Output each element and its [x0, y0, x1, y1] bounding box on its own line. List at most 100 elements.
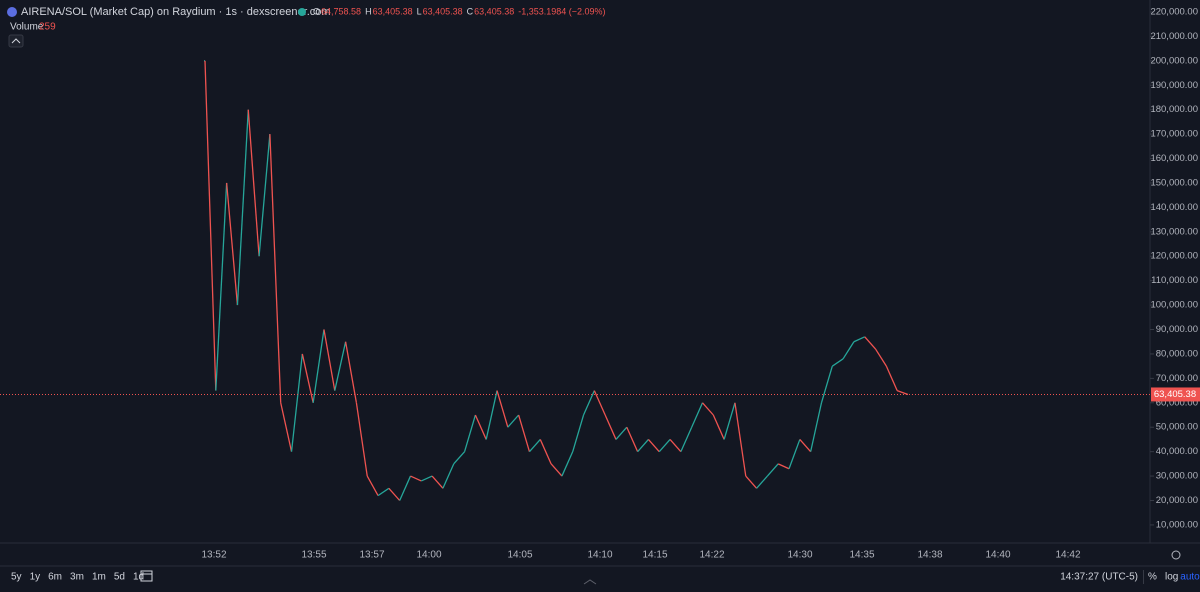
y-tick-label: 110,000.00: [1151, 275, 1198, 286]
range-button[interactable]: 1y: [30, 572, 41, 583]
x-tick-label: 13:57: [359, 550, 384, 561]
price-segment: [377, 487, 390, 497]
price-segment: [225, 182, 239, 306]
x-tick-label: 14:40: [985, 550, 1010, 561]
y-tick-label: 10,000.00: [1156, 519, 1198, 530]
price-segment: [582, 390, 595, 416]
settings-icon[interactable]: [1171, 550, 1181, 560]
price-segment: [453, 451, 466, 465]
price-segment: [723, 402, 736, 440]
price-segment: [312, 329, 325, 403]
x-tick-label: 13:55: [301, 550, 326, 561]
range-button[interactable]: 3m: [70, 572, 84, 583]
status-dot: [298, 8, 306, 16]
range-button[interactable]: 5d: [114, 572, 125, 583]
ohlc-key: L: [417, 6, 422, 16]
y-tick-label: 30,000.00: [1156, 471, 1198, 482]
collapse-button[interactable]: [8, 34, 24, 48]
x-tick-label: 14:10: [587, 550, 612, 561]
x-tick-label: 14:42: [1055, 550, 1080, 561]
y-tick-label: 130,000.00: [1150, 226, 1198, 237]
price-segment: [777, 463, 790, 470]
x-tick-label: 13:52: [201, 550, 226, 561]
price-segment: [669, 439, 682, 453]
price-segment: [485, 390, 498, 440]
price-segment: [799, 439, 812, 453]
collapse-icon: [11, 38, 21, 44]
price-segment: [236, 109, 249, 306]
price-segment: [204, 60, 217, 391]
price-segment: [280, 402, 293, 452]
price-segment: [269, 134, 282, 403]
price-segment: [680, 426, 693, 452]
x-tick-label: 14:22: [699, 550, 724, 561]
range-button[interactable]: 1m: [92, 572, 106, 583]
price-segment: [507, 414, 520, 428]
scale-option[interactable]: %: [1148, 572, 1157, 583]
x-tick-label: 14:38: [917, 550, 942, 561]
last-price-label: 63,405.38: [1154, 389, 1196, 400]
price-segment: [474, 414, 487, 440]
y-tick-label: 120,000.00: [1150, 251, 1198, 262]
price-segment: [247, 109, 260, 257]
price-segment: [431, 475, 444, 489]
price-segment: [572, 414, 585, 452]
handle: [583, 579, 597, 585]
price-segment: [626, 426, 639, 452]
price-segment: [334, 341, 347, 391]
range-button[interactable]: 1d: [133, 572, 144, 583]
price-segment: [496, 390, 509, 428]
volume-value: 259: [39, 22, 56, 33]
x-tick-label: 14:05: [507, 550, 532, 561]
ohlc-value: 63,405.38: [373, 6, 413, 16]
price-segment: [831, 358, 844, 367]
price-segment: [258, 134, 271, 257]
price-segment: [853, 336, 866, 343]
price-segment: [388, 487, 401, 501]
price-segment: [842, 341, 855, 360]
y-tick-label: 60,000.00: [1156, 397, 1198, 408]
separator: [1143, 570, 1144, 584]
price-segment: [215, 182, 228, 391]
calendar-icon[interactable]: [140, 570, 153, 582]
y-tick-label: 80,000.00: [1156, 348, 1198, 359]
range-button[interactable]: 5y: [11, 572, 22, 583]
y-tick-label: 180,000.00: [1150, 104, 1198, 115]
price-segment: [301, 353, 314, 403]
price-segment: [442, 463, 455, 489]
price-segment: [410, 475, 422, 482]
y-tick-label: 160,000.00: [1150, 153, 1198, 164]
price-segment: [658, 439, 671, 453]
y-tick-label: 70,000.00: [1156, 373, 1198, 384]
price-segment: [864, 336, 877, 350]
range-button[interactable]: 6m: [48, 572, 62, 583]
x-tick-label: 14:15: [642, 550, 667, 561]
y-tick-label: 100,000.00: [1150, 300, 1198, 311]
price-segment: [593, 390, 606, 416]
y-tick-label: 220,000.00: [1150, 6, 1198, 17]
price-segment: [399, 475, 412, 501]
ohlc-key: C: [467, 6, 474, 16]
price-segment: [637, 439, 649, 453]
price-segment: [539, 439, 552, 465]
price-segment: [896, 389, 909, 396]
y-tick-label: 50,000.00: [1156, 422, 1198, 433]
y-tick-label: 170,000.00: [1150, 129, 1198, 140]
price-segment: [290, 353, 303, 452]
scale-option[interactable]: auto: [1180, 572, 1200, 583]
y-tick-label: 190,000.00: [1150, 80, 1198, 91]
scale-option[interactable]: log: [1165, 572, 1178, 583]
price-segment: [875, 348, 887, 367]
ohlc-key: O: [313, 6, 320, 16]
x-tick-label: 14:30: [787, 550, 812, 561]
volume-label: Volume: [10, 22, 44, 33]
price-segment: [604, 414, 617, 440]
ohlc-value: 63,405.38: [423, 6, 463, 16]
y-tick-label: 200,000.00: [1150, 55, 1198, 66]
y-tick-label: 20,000.00: [1156, 495, 1198, 506]
price-segment: [702, 402, 714, 416]
price-segment: [528, 439, 541, 453]
price-segment: [885, 365, 898, 391]
